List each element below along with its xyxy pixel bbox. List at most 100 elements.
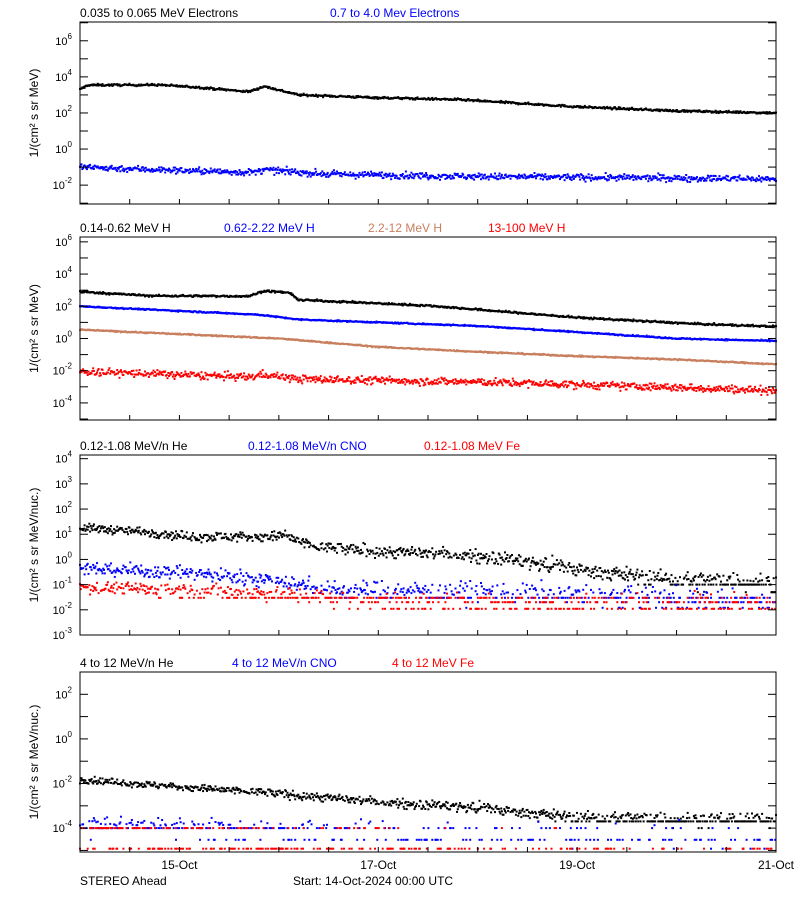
data-point [692, 176, 695, 179]
data-point [674, 177, 677, 180]
data-point [431, 96, 434, 99]
data-point [236, 377, 239, 379]
data-point [211, 171, 214, 174]
data-point [660, 177, 663, 180]
data-point [723, 339, 726, 342]
panel-1: 0.035 to 0.065 MeV Electrons 0.7 to 4.0 M… [27, 6, 777, 205]
data-point [518, 177, 521, 180]
data-point [302, 374, 304, 377]
data-point [664, 177, 667, 180]
data-point [348, 376, 351, 379]
data-point [603, 177, 606, 180]
data-point [727, 175, 729, 178]
data-point [581, 316, 584, 319]
data-point [186, 375, 189, 378]
data-point [737, 110, 740, 113]
data-point [627, 174, 630, 177]
data-point [417, 175, 420, 178]
data-point [665, 108, 668, 111]
data-point [83, 164, 86, 167]
data-point [586, 176, 589, 179]
data-point [535, 175, 538, 178]
data-point [628, 177, 631, 180]
data-point [246, 90, 249, 92]
data-point [320, 380, 323, 383]
data-point [408, 302, 411, 305]
data-point [526, 176, 529, 179]
data-point [483, 99, 486, 102]
data-point [283, 169, 286, 172]
data-point [183, 171, 186, 174]
data-point [668, 179, 671, 182]
data-point [563, 179, 566, 182]
data-point [620, 175, 623, 178]
data-point [682, 176, 685, 179]
data-point [343, 171, 346, 174]
data-point [544, 173, 547, 176]
data-point [192, 371, 195, 374]
data-point [144, 166, 147, 169]
data-point [228, 377, 231, 379]
data-point [240, 172, 243, 175]
data-point [473, 173, 476, 176]
data-point [322, 174, 325, 177]
data-point [675, 109, 678, 111]
data-point [279, 377, 282, 380]
data-point [304, 374, 307, 377]
data-point [157, 169, 160, 172]
data-point [216, 168, 219, 171]
data-point [290, 292, 293, 295]
data-point [488, 309, 491, 312]
data-point [402, 381, 405, 383]
data-point [731, 323, 734, 326]
data-point [422, 175, 425, 178]
data-point [228, 172, 231, 175]
data-point [559, 178, 561, 181]
data-point [165, 374, 168, 376]
data-point [169, 171, 172, 174]
data-point [466, 177, 469, 179]
data-point [363, 174, 366, 177]
data-point [452, 98, 455, 101]
data-point [614, 107, 617, 110]
data-point [163, 168, 166, 171]
data-point [109, 372, 112, 375]
data-point [366, 173, 369, 176]
data-point [546, 178, 549, 181]
data-point [567, 314, 570, 317]
data-point [578, 354, 581, 357]
data-point [721, 323, 724, 325]
data-point [606, 105, 609, 108]
data-point [346, 378, 349, 380]
data-point [391, 378, 393, 380]
data-point [341, 378, 344, 381]
data-point [543, 176, 546, 179]
data-point [369, 376, 372, 379]
data-point [235, 173, 238, 176]
data-point [532, 175, 535, 178]
data-point [568, 176, 571, 179]
data-point [86, 168, 88, 171]
footer-spacecraft: STEREO Ahead [80, 874, 167, 888]
data-point [272, 166, 275, 169]
data-point [274, 168, 277, 171]
data-point [587, 317, 590, 320]
data-point [324, 380, 327, 383]
data-point [500, 175, 503, 178]
data-point [751, 176, 754, 179]
data-point [572, 106, 575, 109]
data-points [79, 289, 777, 396]
data-point [553, 174, 556, 177]
data-point [374, 174, 376, 177]
data-point [429, 176, 432, 179]
data-point [497, 178, 500, 181]
data-point [143, 374, 146, 377]
data-point [216, 375, 218, 377]
data-point [583, 178, 585, 181]
data-point [689, 181, 692, 183]
data-point [198, 374, 201, 377]
data-point [540, 175, 543, 177]
data-point [380, 171, 383, 174]
data-point [338, 300, 341, 303]
data-point [754, 180, 757, 183]
